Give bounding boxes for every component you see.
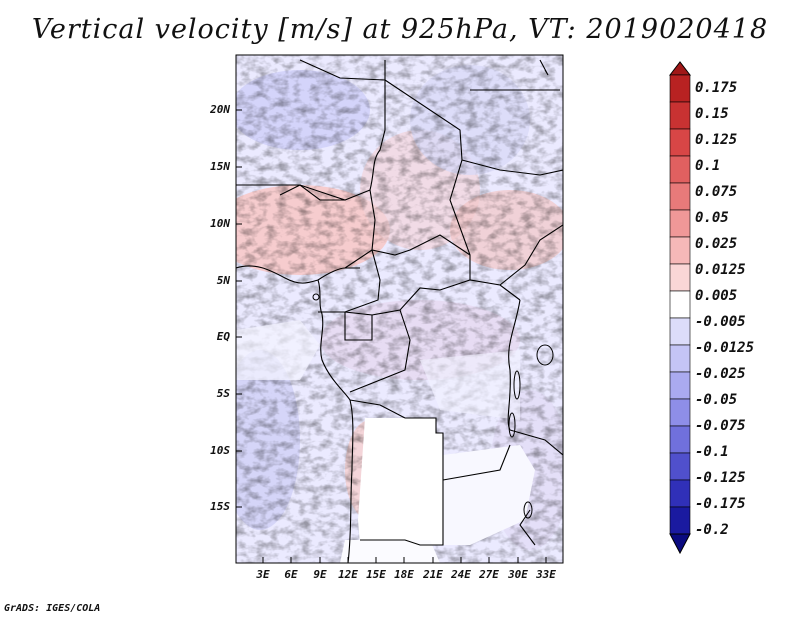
colorbar-cell [669,74,691,103]
x-tick-label: 6E [284,568,298,581]
y-tick-label: 5S [216,387,230,400]
colorbar-label: -0.1 [695,444,729,460]
colorbar-cell [669,101,691,130]
x-tick-label: 15E [366,568,386,581]
colorbar-cell [669,452,691,481]
y-tick-label: 20N [210,103,230,116]
y-tick-label: EQ [216,330,230,343]
x-tick-label: 18E [394,568,414,581]
x-tick-label: 9E [313,568,327,581]
colorbar-label: 0.175 [695,80,738,96]
y-tick-label: 10N [210,217,230,230]
x-tick-label: 21E [423,568,443,581]
y-tick-label: 5N [216,274,230,287]
y-tick-label: 15N [210,160,230,173]
colorbar-label: -0.2 [695,522,729,538]
x-tick-label: 3E [256,568,270,581]
colorbar-bottom-arrow [669,533,691,555]
country-borders [236,59,563,563]
colorbar-top-arrow [668,61,692,76]
x-tick-label: 24E [451,568,471,581]
colorbar-cell [669,506,691,535]
colorbar-cell [669,398,691,427]
x-tick-label: 33E [536,568,556,581]
colorbar-cell [669,209,691,238]
colorbar-label: 0.15 [695,106,729,122]
y-tick-label: 15S [210,500,230,513]
colorbar-label: -0.005 [695,314,746,330]
grads-credit: GrADS: IGES/COLA [4,603,101,614]
x-tick-label: 30E [508,568,528,581]
colorbar-cell [669,344,691,373]
colorbar-cell [669,263,691,292]
y-tick-label: 10S [210,444,230,457]
colorbar-label: 0.05 [695,210,729,226]
colorbar-label: 0.075 [695,184,738,200]
colorbar-cell [669,317,691,346]
map-title: Vertical velocity [m/s] at 925hPa, VT: 2… [31,14,769,45]
colorbar-cell [669,128,691,157]
colorbar-label: 0.0125 [695,262,746,278]
colorbar-label: -0.075 [695,418,746,434]
colorbar-label: -0.125 [695,470,746,486]
colorbar-label: -0.05 [695,392,738,408]
colorbar-label: 0.125 [695,132,738,148]
x-tick-label: 12E [338,568,358,581]
velocity-field [236,55,563,563]
colorbar-label: -0.025 [695,366,746,382]
colorbar-cell [669,182,691,211]
colorbar-cell [669,155,691,184]
colorbar-cell [669,479,691,508]
colorbar-label: 0.005 [695,288,738,304]
colorbar-label: -0.0125 [695,340,755,356]
colorbar [668,61,692,555]
colorbar-cell [669,236,691,265]
colorbar-cell [669,425,691,454]
colorbar-cell [669,371,691,400]
colorbar-label: -0.175 [695,496,746,512]
x-tick-label: 27E [479,568,499,581]
colorbar-cell [669,290,691,319]
colorbar-label: 0.025 [695,236,738,252]
colorbar-label: 0.1 [695,158,721,174]
plot-frame [235,54,564,564]
x-axis-ticks [262,557,547,563]
lakes [312,293,554,519]
y-axis-ticks [236,109,242,508]
